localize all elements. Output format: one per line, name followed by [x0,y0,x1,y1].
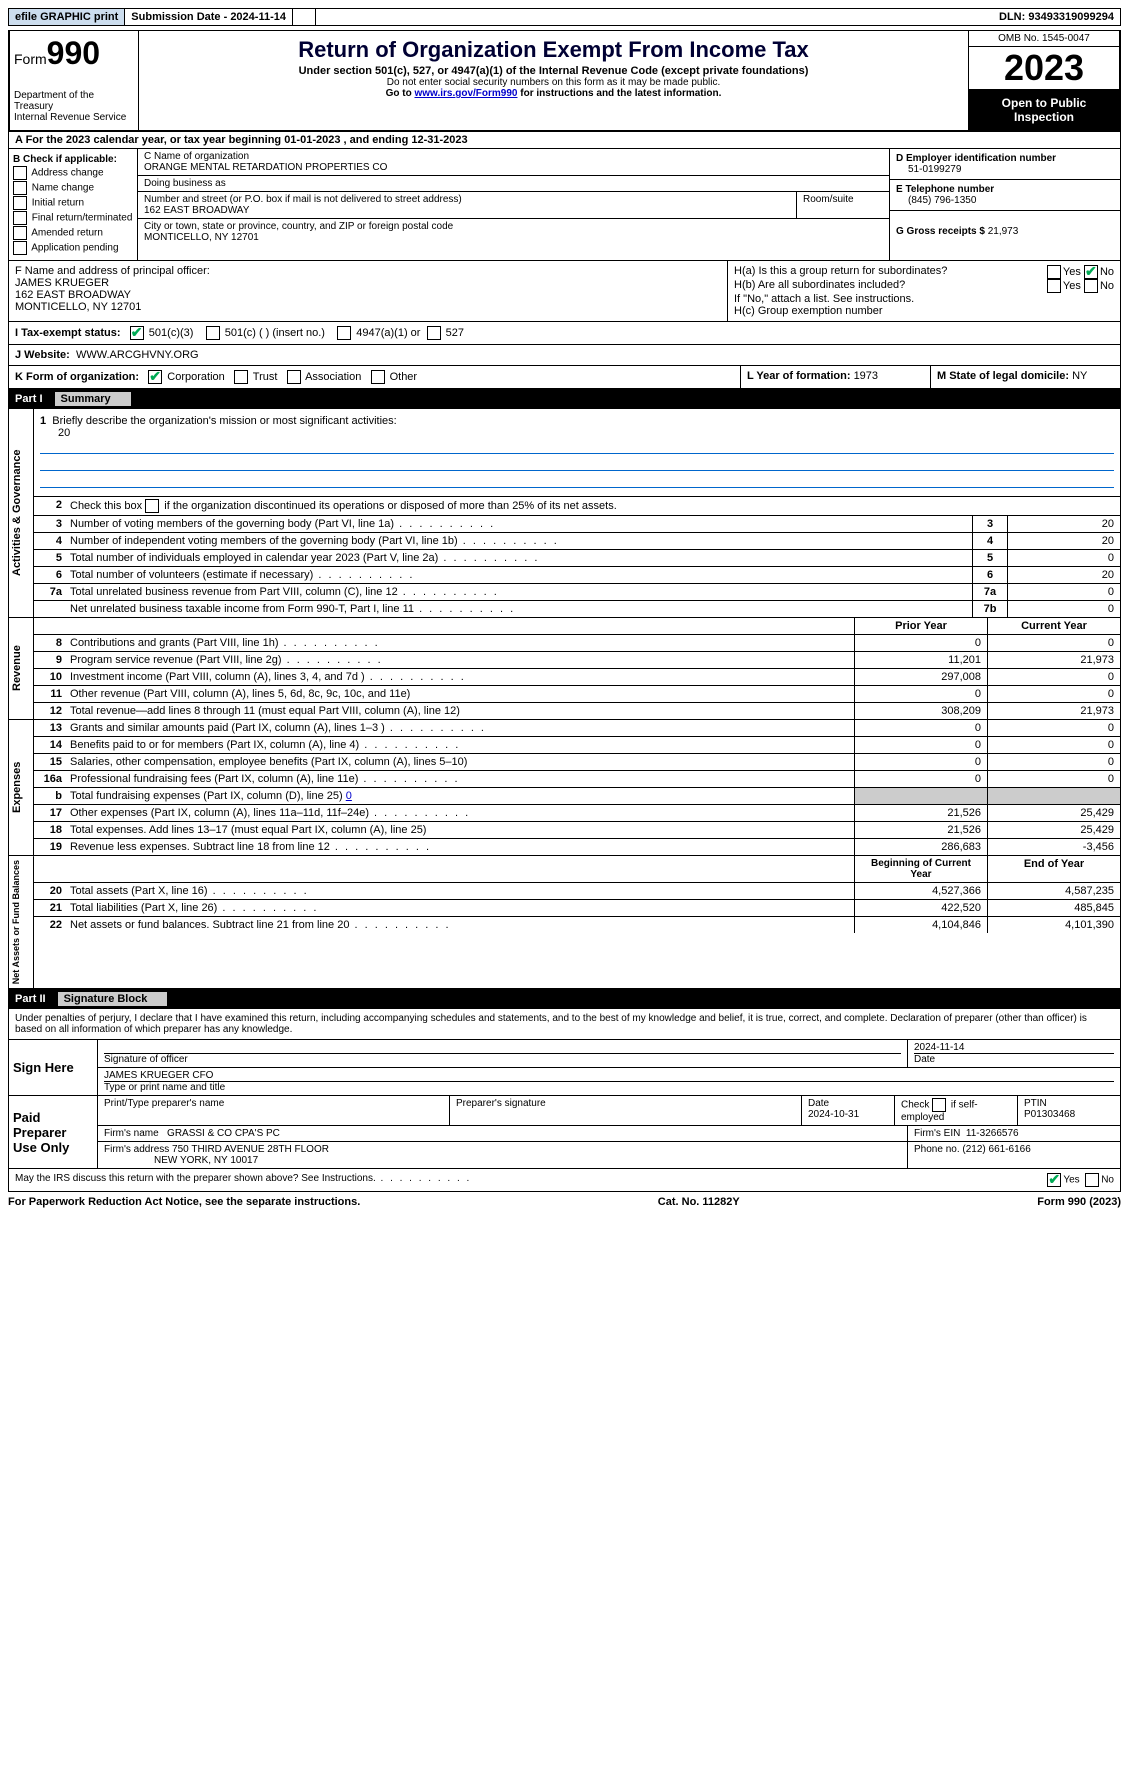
public-inspection: Open to Public Inspection [969,90,1119,130]
row-a-taxyear: A For the 2023 calendar year, or tax yea… [8,132,1121,149]
section-k: K Form of organization: Corporation Trus… [9,366,740,388]
prep-date: 2024-10-31 [808,1109,859,1120]
efile-print-button[interactable]: efile GRAPHIC print [9,9,125,25]
line1-value: 20 [40,427,1114,439]
org-city: MONTICELLO, NY 12701 [144,232,883,243]
omb-number: OMB No. 1545-0047 [969,31,1119,47]
sidelabel-governance: Activities & Governance [9,409,34,617]
form-subtitle: Under section 501(c), 527, or 4947(a)(1)… [143,65,964,77]
line3-value: 20 [1007,516,1120,532]
phone: (845) 796-1350 [896,195,1114,206]
paid-preparer-label: Paid Preparer Use Only [9,1096,98,1168]
firm-name: GRASSI & CO CPA'S PC [167,1128,280,1139]
page-footer: For Paperwork Reduction Act Notice, see … [8,1192,1121,1208]
line1-label: Briefly describe the organization's miss… [52,415,396,427]
form-number: 990 [47,35,100,71]
ssn-warning: Do not enter social security numbers on … [143,77,964,88]
section-f-label: F Name and address of principal officer: [15,265,721,277]
form-header: Form990 Department of the Treasury Inter… [8,30,1121,132]
section-b: B Check if applicable: Address change Na… [9,149,138,260]
ptin: P01303468 [1024,1109,1075,1120]
submission-date: Submission Date - 2024-11-14 [125,9,293,25]
firm-phone: (212) 661-6166 [962,1144,1030,1155]
dln: DLN: 93493319099294 [993,9,1120,25]
part1-header: Part I Summary [8,389,1121,409]
sidelabel-netassets: Net Assets or Fund Balances [9,856,34,988]
section-c: C Name of organization ORANGE MENTAL RET… [138,149,889,260]
section-j: J Website: WWW.ARCGHVNY.ORG [9,345,1120,365]
org-name: ORANGE MENTAL RETARDATION PROPERTIES CO [144,162,883,173]
org-street: 162 EAST BROADWAY [144,205,790,216]
irs-label: Internal Revenue Service [14,112,134,123]
section-l: L Year of formation: 1973 [740,366,930,388]
sidelabel-expenses: Expenses [9,720,34,855]
ein: 51-0199279 [896,164,1114,175]
sign-date: 2024-11-14 [914,1042,1114,1053]
section-degh: D Employer identification number 51-0199… [889,149,1120,260]
sign-here-label: Sign Here [9,1040,98,1095]
gross-receipts: 21,973 [988,226,1019,237]
tax-year: 2023 [969,47,1119,90]
section-m: M State of legal domicile: NY [930,366,1120,388]
section-i: I Tax-exempt status: 501(c)(3) 501(c) ( … [9,322,1120,344]
fundraising-link[interactable]: 0 [346,790,352,802]
irs-link[interactable]: www.irs.gov/Form990 [414,88,517,99]
may-discuss: May the IRS discuss this return with the… [15,1173,471,1187]
officer-typed: JAMES KRUEGER CFO [104,1070,1114,1081]
section-h: H(a) Is this a group return for subordin… [727,261,1120,321]
perjury-statement: Under penalties of perjury, I declare th… [9,1009,1120,1040]
part2-header: Part II Signature Block [8,989,1121,1009]
officer-name: JAMES KRUEGER [15,277,721,289]
dept-treasury: Department of the Treasury [14,90,134,112]
website: WWW.ARCGHVNY.ORG [76,349,199,361]
form-title: Return of Organization Exempt From Incom… [143,37,964,63]
top-bar: efile GRAPHIC print Submission Date - 20… [8,8,1121,26]
sidelabel-revenue: Revenue [9,618,34,719]
form-label: Form [14,51,47,67]
firm-ein: 11-3266576 [966,1128,1019,1139]
